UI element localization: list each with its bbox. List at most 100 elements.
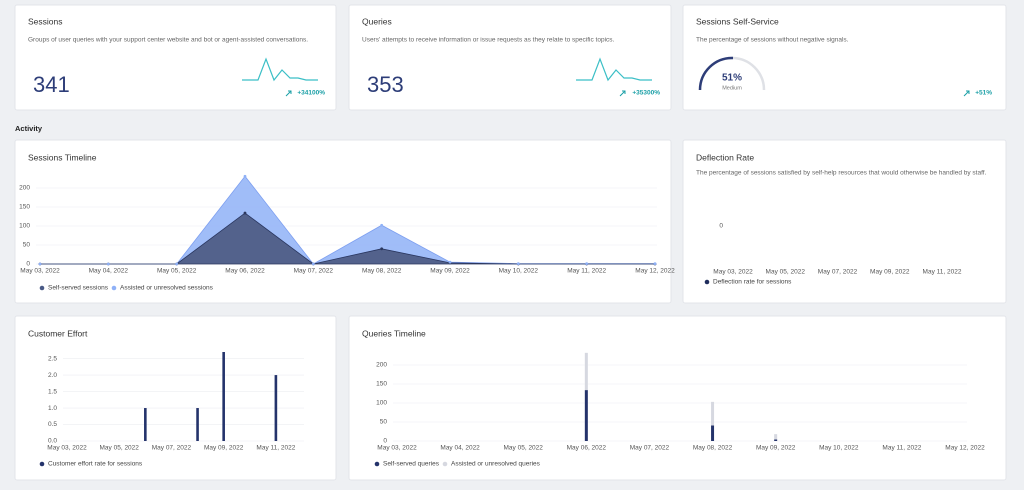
gauge-label: Medium bbox=[722, 85, 742, 91]
x-tick-label: May 07, 2022 bbox=[630, 445, 670, 452]
chart-title: Sessions Timeline bbox=[28, 152, 97, 162]
legend-swatch bbox=[442, 461, 448, 467]
card bbox=[348, 315, 1007, 481]
chart-title: Deflection Rate bbox=[696, 152, 754, 162]
bar bbox=[274, 375, 278, 441]
x-tick-label: May 05, 2022 bbox=[766, 269, 806, 276]
y-tick-label: 2.0 bbox=[48, 372, 57, 379]
x-tick-label: May 05, 2022 bbox=[504, 445, 544, 452]
trend-icon bbox=[285, 90, 292, 97]
y-tick-label: 50 bbox=[23, 242, 31, 249]
x-tick-label: May 11, 2022 bbox=[567, 268, 606, 275]
point bbox=[380, 223, 384, 227]
y-tick-label: 0 bbox=[383, 438, 387, 445]
x-tick-label: May 09, 2022 bbox=[870, 269, 910, 276]
legend-swatch bbox=[704, 279, 710, 285]
x-tick-label: May 03, 2022 bbox=[20, 268, 60, 275]
trend-icon bbox=[963, 90, 970, 97]
legend-label: Assisted or unresolved queries bbox=[451, 461, 541, 468]
x-tick-label: May 05, 2022 bbox=[157, 268, 197, 275]
chart-description: The percentage of sessions satisfied by … bbox=[696, 170, 987, 177]
kpi-description: Users' attempts to receive information o… bbox=[362, 37, 615, 44]
point bbox=[516, 262, 520, 266]
bar bbox=[774, 434, 778, 440]
sparkline bbox=[576, 57, 652, 82]
x-tick-label: May 11, 2022 bbox=[923, 269, 962, 276]
kpi-change: +35300% bbox=[632, 90, 660, 97]
kpi-description: The percentage of sessions without negat… bbox=[696, 37, 849, 44]
x-tick-label: May 07, 2022 bbox=[294, 268, 334, 275]
kpi-value: 353 bbox=[367, 72, 404, 97]
bar bbox=[144, 408, 147, 441]
x-tick-label: May 12, 2022 bbox=[945, 445, 985, 452]
y-tick-label: 0 bbox=[26, 261, 30, 268]
point bbox=[175, 262, 179, 266]
section-title: Activity bbox=[15, 124, 43, 133]
x-tick-label: May 09, 2022 bbox=[204, 445, 244, 452]
gauge-arc bbox=[698, 56, 734, 91]
x-tick-label: May 05, 2022 bbox=[100, 445, 140, 452]
y-tick-label: 1.0 bbox=[48, 405, 57, 412]
x-tick-label: May 10, 2022 bbox=[819, 445, 859, 452]
x-tick-label: May 06, 2022 bbox=[567, 445, 607, 452]
x-tick-label: May 03, 2022 bbox=[47, 445, 87, 452]
x-tick-label: May 12, 2022 bbox=[635, 268, 675, 275]
point bbox=[243, 174, 247, 178]
card bbox=[14, 4, 337, 111]
point bbox=[653, 262, 657, 266]
y-tick-label: 0.0 bbox=[48, 438, 57, 445]
legend-swatch bbox=[39, 285, 45, 291]
kpi-value: 341 bbox=[33, 72, 70, 97]
chart-title: Queries Timeline bbox=[362, 328, 426, 338]
y-tick-label: 150 bbox=[19, 204, 30, 211]
point bbox=[106, 262, 110, 266]
x-tick-label: May 09, 2022 bbox=[756, 445, 796, 452]
y-tick-label: 100 bbox=[376, 400, 387, 407]
kpi-change: +34100% bbox=[297, 90, 325, 97]
bar bbox=[774, 439, 778, 441]
x-tick-label: May 07, 2022 bbox=[152, 445, 192, 452]
kpi-title: Queries bbox=[362, 16, 392, 26]
gauge-value: 51% bbox=[722, 73, 742, 84]
y-tick-label: 100 bbox=[19, 223, 30, 230]
y-tick-label: 50 bbox=[380, 419, 388, 426]
legend-swatch bbox=[111, 285, 117, 291]
y-tick-label: 1.5 bbox=[48, 388, 57, 395]
y-tick-label: 200 bbox=[376, 362, 387, 369]
legend-label: Self-served queries bbox=[383, 461, 440, 468]
y-tick-label: 150 bbox=[376, 381, 387, 388]
x-tick-label: May 04, 2022 bbox=[440, 445, 480, 452]
legend-swatch bbox=[374, 461, 380, 467]
point bbox=[311, 262, 315, 266]
point bbox=[585, 262, 589, 266]
card bbox=[682, 139, 1007, 304]
x-tick-label: May 06, 2022 bbox=[225, 268, 265, 275]
point bbox=[380, 247, 384, 251]
kpi-title: Sessions bbox=[28, 16, 63, 26]
trend-icon bbox=[619, 90, 626, 97]
legend-label: Customer effort rate for sessions bbox=[48, 461, 143, 468]
bar bbox=[584, 390, 588, 441]
y-tick-label: 200 bbox=[19, 185, 30, 192]
kpi-description: Groups of user queries with your support… bbox=[28, 37, 308, 44]
legend-label: Assisted or unresolved sessions bbox=[120, 285, 214, 292]
legend-label: Self-served sessions bbox=[48, 285, 109, 292]
x-tick-label: May 04, 2022 bbox=[89, 268, 129, 275]
x-tick-label: May 10, 2022 bbox=[499, 268, 539, 275]
x-tick-label: May 07, 2022 bbox=[818, 269, 858, 276]
card bbox=[14, 315, 337, 481]
card bbox=[14, 139, 672, 304]
legend-label: Deflection rate for sessions bbox=[713, 279, 792, 286]
bar bbox=[196, 408, 199, 441]
x-tick-label: May 11, 2022 bbox=[256, 445, 295, 452]
x-tick-label: May 11, 2022 bbox=[882, 445, 921, 452]
x-tick-label: May 03, 2022 bbox=[377, 445, 417, 452]
bar bbox=[584, 352, 588, 391]
y-tick-label: 2.5 bbox=[48, 355, 57, 362]
sparkline bbox=[242, 57, 318, 82]
y-tick-label: 0 bbox=[719, 223, 723, 230]
legend-swatch bbox=[39, 461, 45, 467]
bar bbox=[711, 401, 715, 426]
chart-title: Customer Effort bbox=[28, 328, 88, 338]
